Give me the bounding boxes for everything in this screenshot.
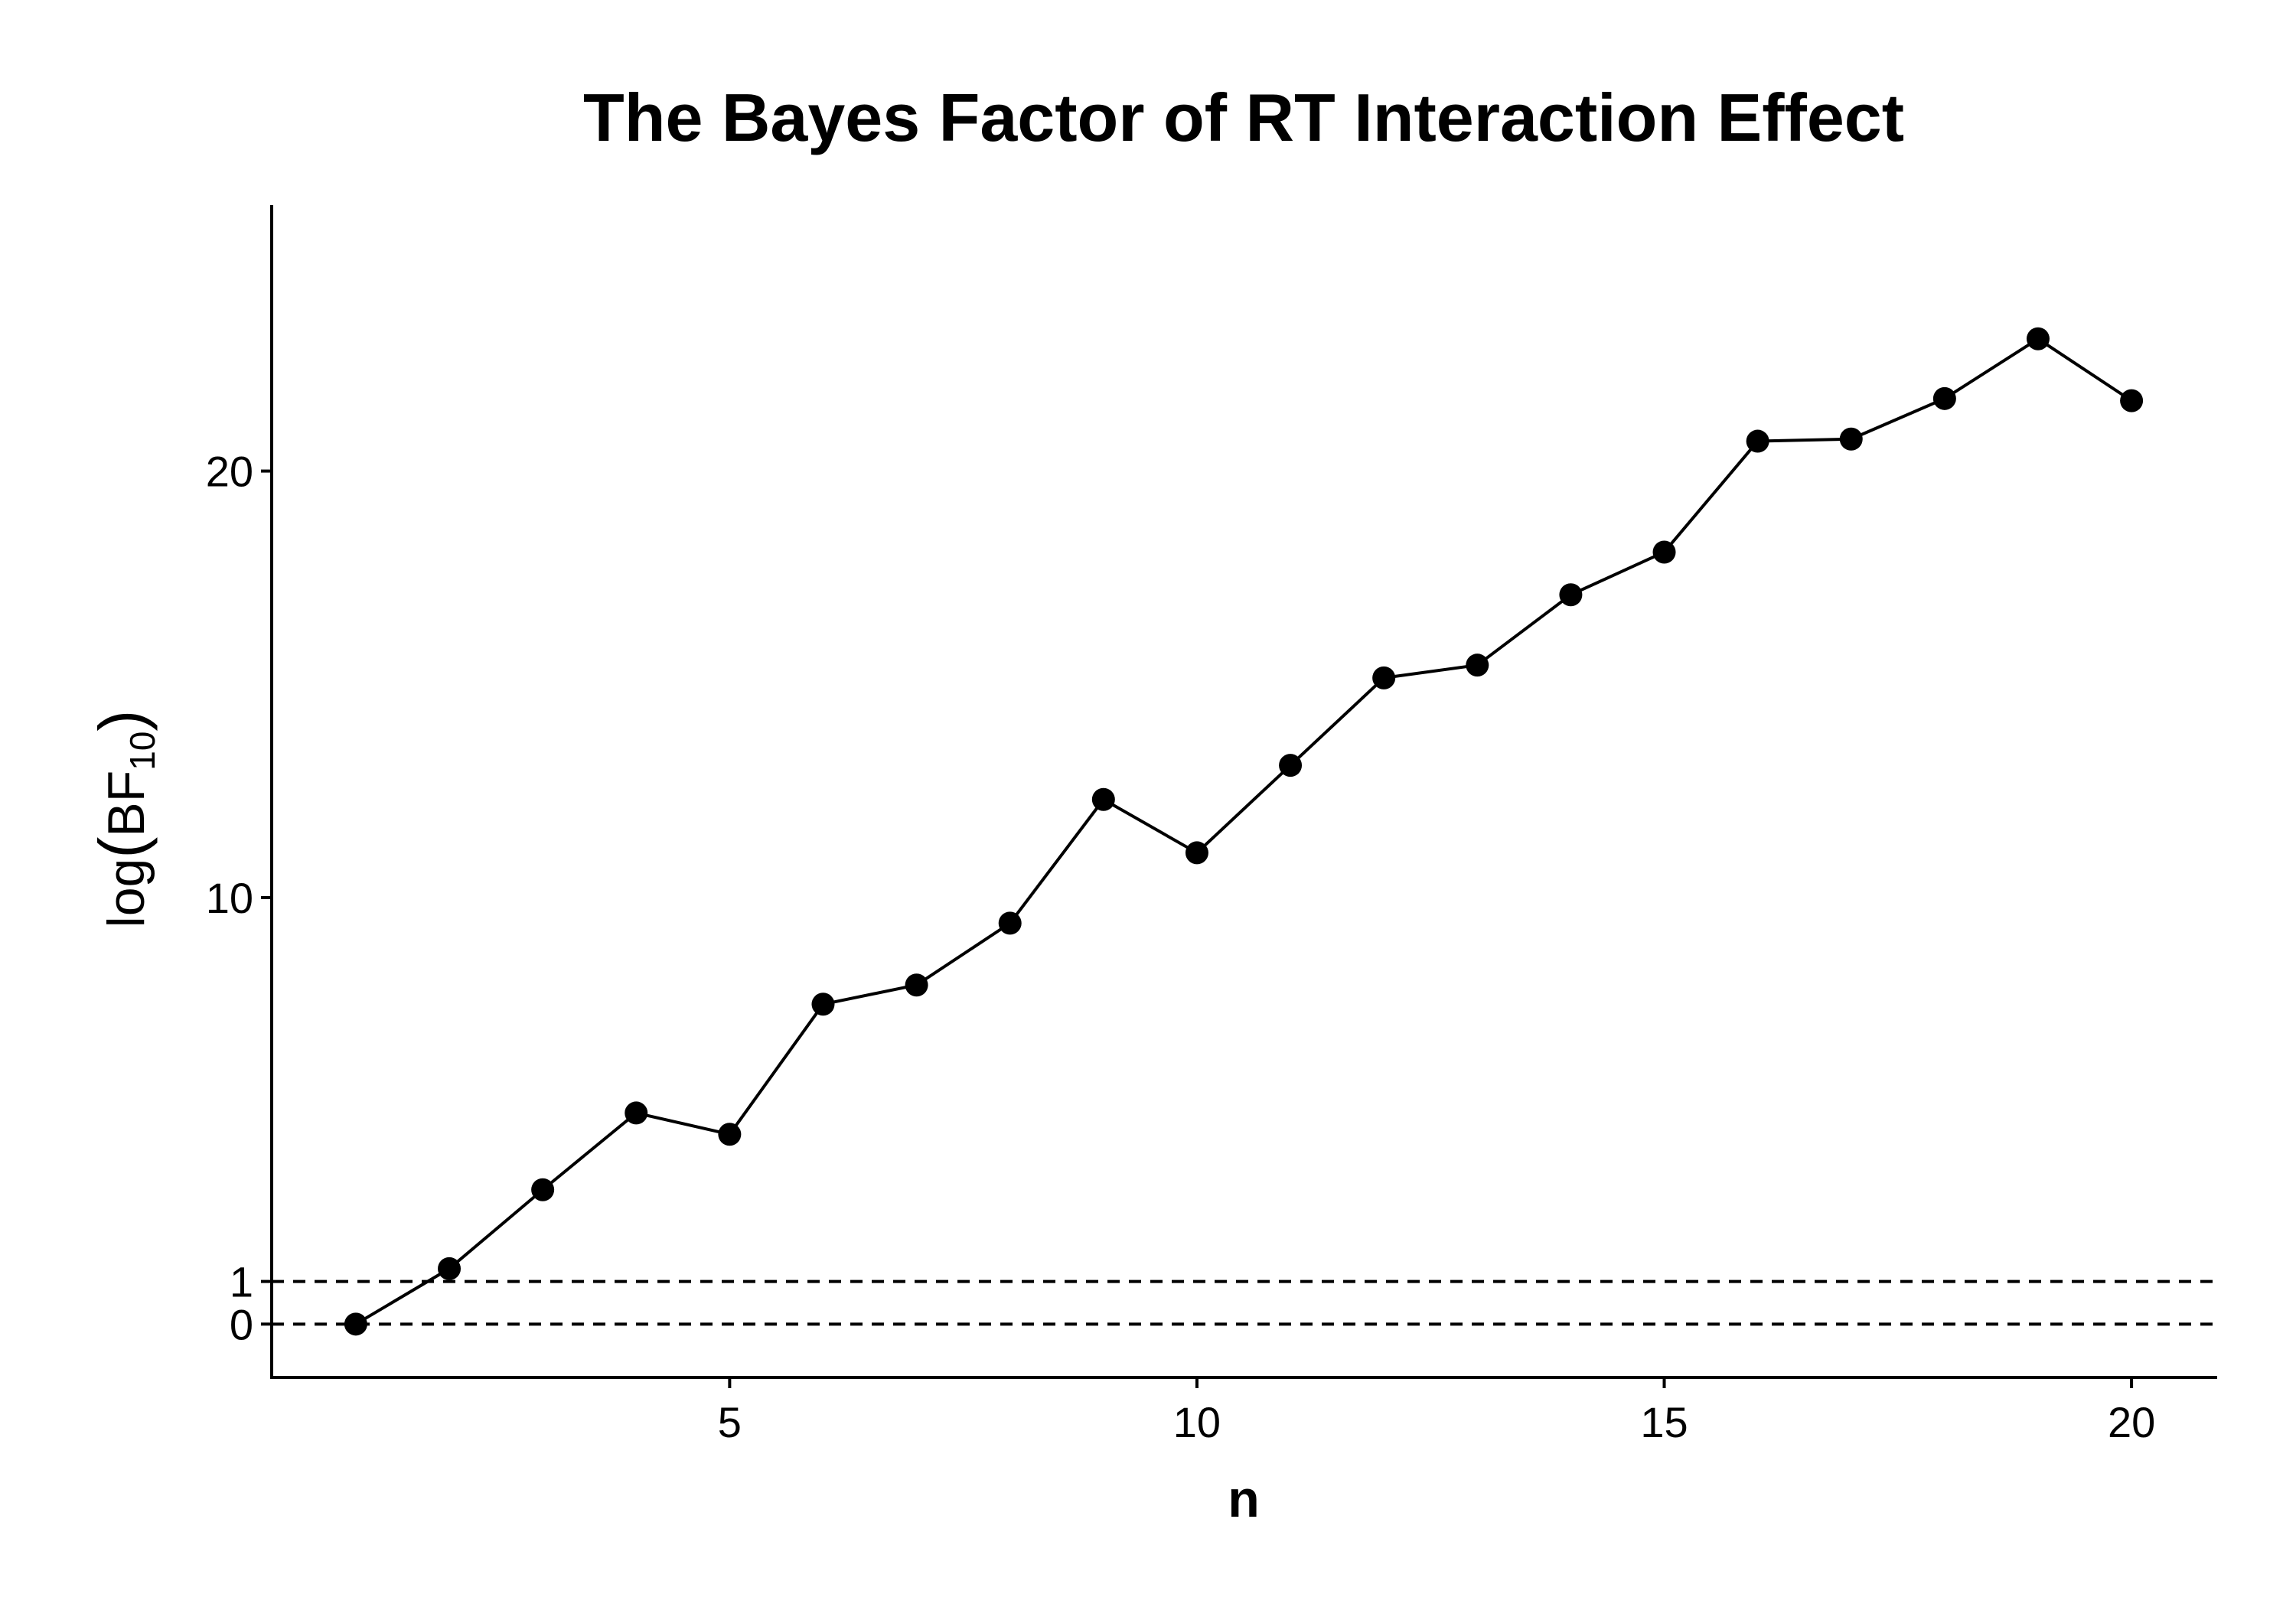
y-tick-label: 1 xyxy=(230,1258,253,1306)
data-point xyxy=(344,1312,367,1336)
data-point xyxy=(1932,386,1956,410)
data-point xyxy=(1185,841,1208,865)
data-point xyxy=(905,973,928,997)
data-point xyxy=(1279,754,1303,777)
y-tick-label: 10 xyxy=(206,874,253,922)
data-series xyxy=(344,327,2144,1336)
data-point xyxy=(1746,429,1769,453)
y-label-close-paren: ) xyxy=(86,710,158,732)
y-tick-label: 0 xyxy=(230,1300,253,1348)
y-tick-label: 20 xyxy=(206,448,253,496)
data-point xyxy=(1466,654,1489,677)
data-point xyxy=(1091,787,1115,811)
data-point xyxy=(1652,540,1676,564)
data-point xyxy=(998,911,1022,935)
data-point xyxy=(718,1123,742,1146)
series-line xyxy=(354,337,2133,1326)
x-axis-label: n xyxy=(1228,1470,1260,1528)
x-axis-ticks: 5 10 15 20 xyxy=(718,1377,2155,1446)
data-point xyxy=(2120,389,2144,412)
reference-lines xyxy=(272,1279,2216,1326)
data-point xyxy=(1559,583,1583,607)
y-axis-label: log(BF10) xyxy=(86,710,162,928)
x-tick-label: 20 xyxy=(2108,1398,2155,1446)
y-label-main: BF xyxy=(97,771,155,837)
data-point xyxy=(2026,327,2050,350)
y-label-subscript: 10 xyxy=(122,732,162,771)
x-tick-label: 5 xyxy=(718,1398,742,1446)
y-axis-ticks: 01 10 20 xyxy=(206,448,272,1348)
data-point xyxy=(531,1178,555,1201)
y-label-open-paren: ( xyxy=(86,837,158,859)
data-point xyxy=(438,1257,461,1280)
data-point xyxy=(1372,666,1396,689)
y-label-prefix: log xyxy=(97,859,155,928)
x-tick-label: 15 xyxy=(1640,1398,1688,1446)
data-point xyxy=(1839,427,1863,451)
chart-title: The Bayes Factor of RT Interaction Effec… xyxy=(583,80,1904,155)
x-tick-label: 10 xyxy=(1173,1398,1221,1446)
data-point xyxy=(811,993,835,1016)
data-point xyxy=(625,1101,648,1125)
